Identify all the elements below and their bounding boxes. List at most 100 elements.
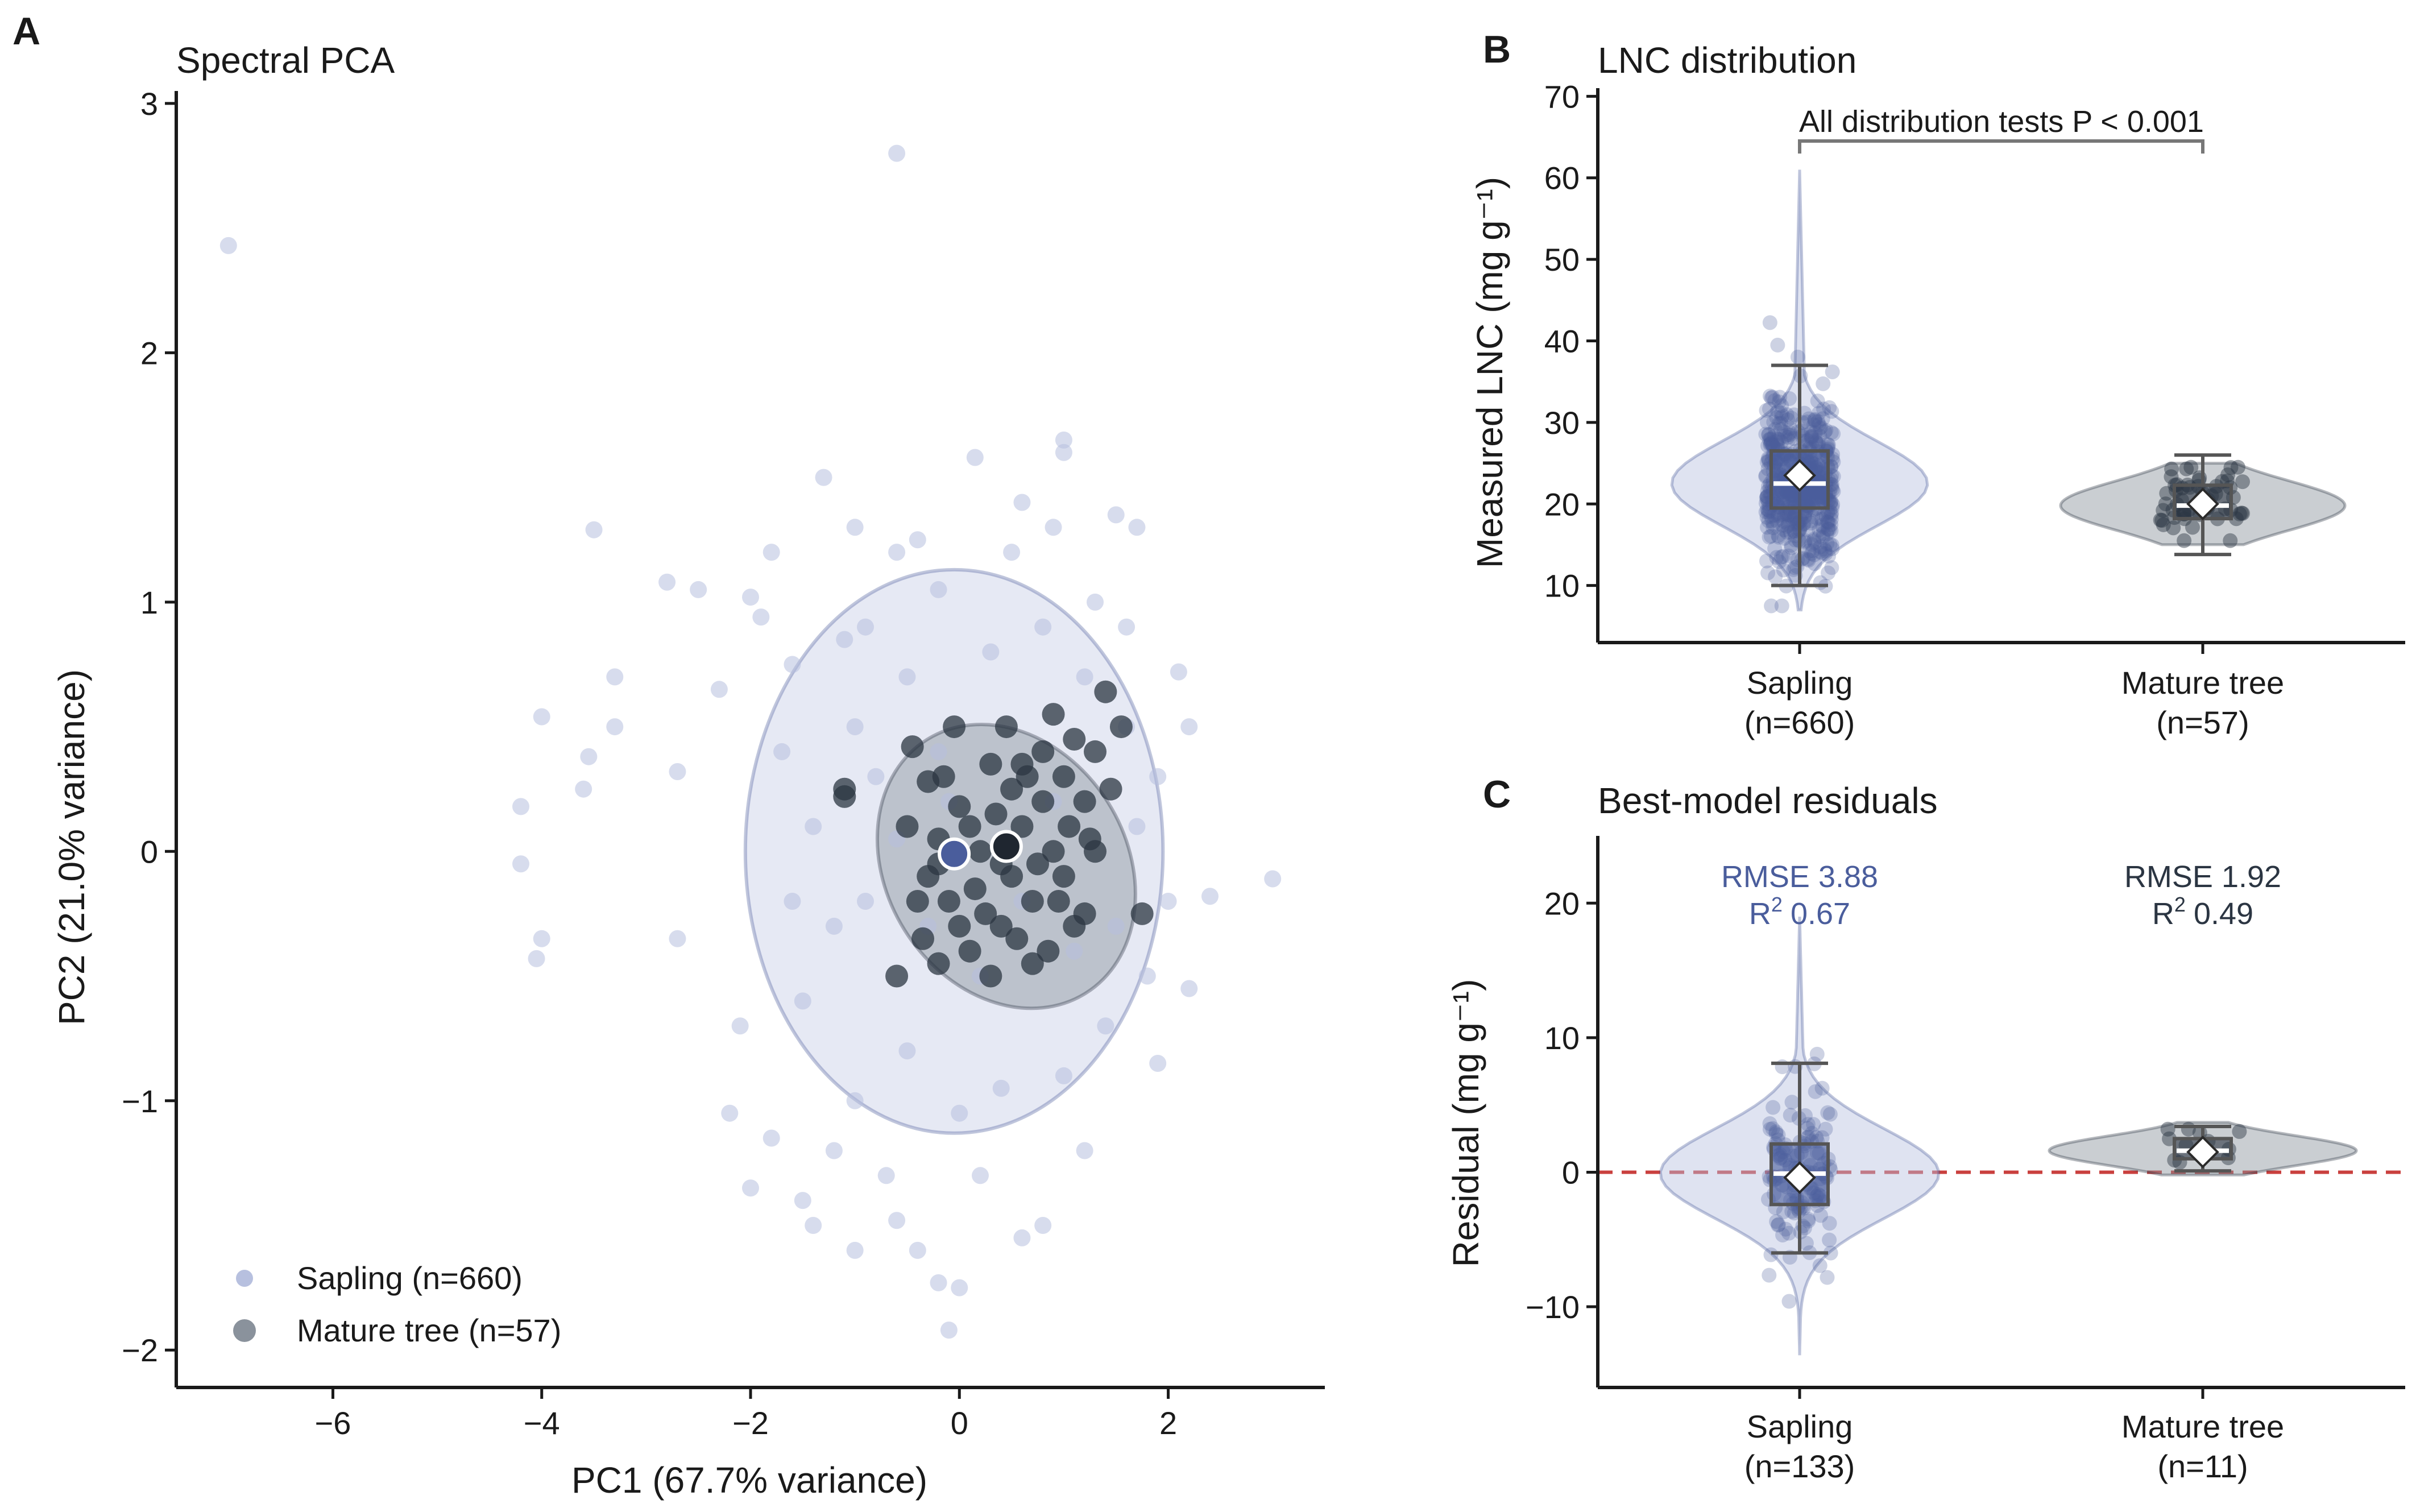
sapling-point bbox=[815, 469, 832, 486]
sapling-point bbox=[1201, 888, 1219, 905]
mature-point bbox=[1063, 914, 1086, 938]
sapling-point bbox=[1076, 668, 1093, 686]
mature-point bbox=[1026, 852, 1049, 876]
jitter-point bbox=[1771, 432, 1787, 448]
sapling-point bbox=[1118, 618, 1136, 636]
jitter-point bbox=[1762, 432, 1777, 447]
y-tick-label: 2 bbox=[140, 335, 158, 371]
jitter-point bbox=[1784, 1095, 1800, 1110]
jitter-point bbox=[1801, 1212, 1816, 1227]
sapling-point bbox=[1128, 519, 1146, 536]
jitter-point bbox=[1814, 511, 1830, 527]
jitter-point bbox=[1764, 598, 1779, 614]
sapling-point bbox=[1055, 1067, 1072, 1084]
jitter-point bbox=[1816, 401, 1831, 417]
jitter-point bbox=[1790, 424, 1805, 440]
jitter-point bbox=[2156, 503, 2171, 518]
jitter-point bbox=[1779, 519, 1795, 534]
jitter-point bbox=[1783, 1108, 1798, 1123]
jitter-point bbox=[1804, 537, 1819, 552]
jitter-point bbox=[1764, 390, 1779, 405]
jitter-point bbox=[1806, 533, 1822, 548]
y-tick-label: 0 bbox=[140, 834, 158, 869]
jitter-point bbox=[1762, 1267, 1777, 1283]
sapling-point bbox=[836, 631, 853, 648]
jitter-point bbox=[1809, 511, 1825, 526]
sapling-rmse: RMSE 3.88 bbox=[1721, 860, 1878, 894]
jitter-point bbox=[1783, 421, 1798, 436]
jitter-point bbox=[1771, 528, 1786, 543]
jitter-point bbox=[1784, 411, 1799, 426]
sapling-point bbox=[1138, 967, 1156, 985]
jitter-point bbox=[1761, 427, 1776, 442]
legend-mature-label: Mature tree (n=57) bbox=[297, 1312, 561, 1348]
panel-c-title: Best-model residuals bbox=[1598, 780, 1938, 821]
sapling-point bbox=[762, 544, 780, 561]
jitter-point bbox=[2230, 459, 2245, 475]
panel-c-x-tick-sapling: Sapling bbox=[1747, 1409, 1853, 1444]
sapling-point bbox=[1034, 1217, 1052, 1234]
jitter-point bbox=[1813, 420, 1829, 435]
x-tick-label: 2 bbox=[1159, 1405, 1177, 1441]
jitter-point bbox=[1765, 437, 1780, 453]
sapling-r2-value: 0.67 bbox=[1791, 897, 1850, 931]
jitter-point bbox=[2164, 469, 2179, 484]
mature-r2-value: 0.49 bbox=[2194, 897, 2253, 931]
sapling-point bbox=[805, 1217, 822, 1234]
jitter-point bbox=[1782, 425, 1797, 440]
sapling-point bbox=[951, 1279, 968, 1296]
sapling-point bbox=[1128, 818, 1146, 835]
mature-r2: R2 0.49 bbox=[2152, 893, 2253, 931]
jitter-point bbox=[1822, 1107, 1838, 1122]
jitter-point bbox=[1800, 1121, 1815, 1136]
jitter-point bbox=[1823, 1245, 1838, 1261]
sapling-point bbox=[533, 708, 550, 726]
sapling-point bbox=[1055, 431, 1072, 449]
panel-a-title: Spectral PCA bbox=[176, 40, 395, 81]
mature-point bbox=[1052, 865, 1075, 888]
jitter-point bbox=[1820, 521, 1835, 537]
jitter-point bbox=[1767, 428, 1782, 444]
sapling-point bbox=[909, 531, 926, 549]
jitter-point bbox=[2232, 506, 2247, 521]
sapling-point bbox=[690, 581, 707, 598]
sapling-point bbox=[669, 930, 686, 947]
panel-b-x-tick-sapling: Sapling bbox=[1747, 665, 1853, 701]
jitter-point bbox=[1760, 520, 1775, 535]
jitter-point bbox=[1810, 437, 1826, 453]
y-tick-label: 20 bbox=[1544, 885, 1580, 921]
jitter-point bbox=[1766, 520, 1781, 536]
mature-point bbox=[963, 877, 987, 901]
sapling-point bbox=[219, 237, 237, 254]
jitter-point bbox=[1777, 508, 1792, 523]
jitter-point bbox=[2235, 474, 2251, 490]
sapling-point bbox=[585, 521, 603, 538]
jitter-point bbox=[2158, 496, 2173, 512]
r2-symbol: R bbox=[2152, 897, 2174, 931]
jitter-point bbox=[1781, 1225, 1797, 1241]
jitter-point bbox=[1806, 547, 1822, 562]
jitter-point bbox=[1804, 431, 1819, 446]
jitter-point bbox=[1820, 515, 1835, 530]
sapling-point bbox=[877, 1167, 895, 1184]
jitter-point bbox=[1771, 416, 1787, 431]
sapling-point bbox=[1034, 618, 1052, 636]
jitter-point bbox=[1774, 598, 1789, 614]
y-tick-label: −1 bbox=[122, 1083, 158, 1119]
jitter-point bbox=[2159, 486, 2174, 501]
r2-superscript: 2 bbox=[2174, 893, 2186, 916]
jitter-point bbox=[1769, 550, 1784, 565]
jitter-point bbox=[1763, 436, 1778, 451]
jitter-point bbox=[1771, 529, 1787, 545]
mature-point bbox=[979, 752, 1002, 776]
mean-diamond bbox=[1783, 459, 1816, 492]
mature-point bbox=[979, 964, 1002, 988]
sapling-point bbox=[784, 893, 801, 910]
jitter-point bbox=[1781, 548, 1796, 564]
mature-point bbox=[1042, 840, 1065, 863]
r2-superscript: 2 bbox=[1771, 893, 1783, 916]
jitter-point bbox=[1816, 525, 1831, 541]
jitter-point bbox=[1808, 414, 1823, 429]
jitter-point bbox=[1804, 546, 1819, 561]
jitter-point bbox=[1763, 432, 1779, 447]
